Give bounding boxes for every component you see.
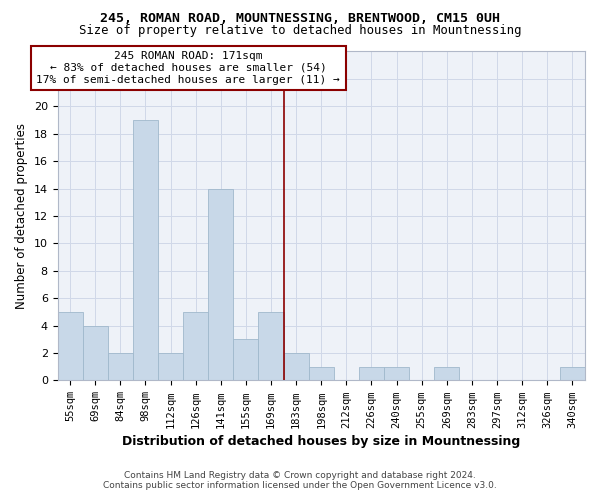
Text: Contains HM Land Registry data © Crown copyright and database right 2024.: Contains HM Land Registry data © Crown c… xyxy=(124,471,476,480)
Bar xyxy=(133,120,158,380)
Bar xyxy=(560,366,585,380)
Text: Contains public sector information licensed under the Open Government Licence v3: Contains public sector information licen… xyxy=(103,481,497,490)
Bar xyxy=(309,366,334,380)
Bar xyxy=(83,326,108,380)
Bar xyxy=(158,353,183,380)
Bar xyxy=(284,353,309,380)
Text: 245, ROMAN ROAD, MOUNTNESSING, BRENTWOOD, CM15 0UH: 245, ROMAN ROAD, MOUNTNESSING, BRENTWOOD… xyxy=(100,12,500,26)
X-axis label: Distribution of detached houses by size in Mountnessing: Distribution of detached houses by size … xyxy=(122,434,520,448)
Text: 245 ROMAN ROAD: 171sqm
← 83% of detached houses are smaller (54)
17% of semi-det: 245 ROMAN ROAD: 171sqm ← 83% of detached… xyxy=(36,52,340,84)
Text: Size of property relative to detached houses in Mountnessing: Size of property relative to detached ho… xyxy=(79,24,521,37)
Bar xyxy=(233,339,259,380)
Bar xyxy=(359,366,384,380)
Bar xyxy=(384,366,409,380)
Bar xyxy=(434,366,460,380)
Y-axis label: Number of detached properties: Number of detached properties xyxy=(15,123,28,309)
Bar xyxy=(208,188,233,380)
Bar xyxy=(183,312,208,380)
Bar xyxy=(259,312,284,380)
Bar xyxy=(108,353,133,380)
Bar xyxy=(58,312,83,380)
